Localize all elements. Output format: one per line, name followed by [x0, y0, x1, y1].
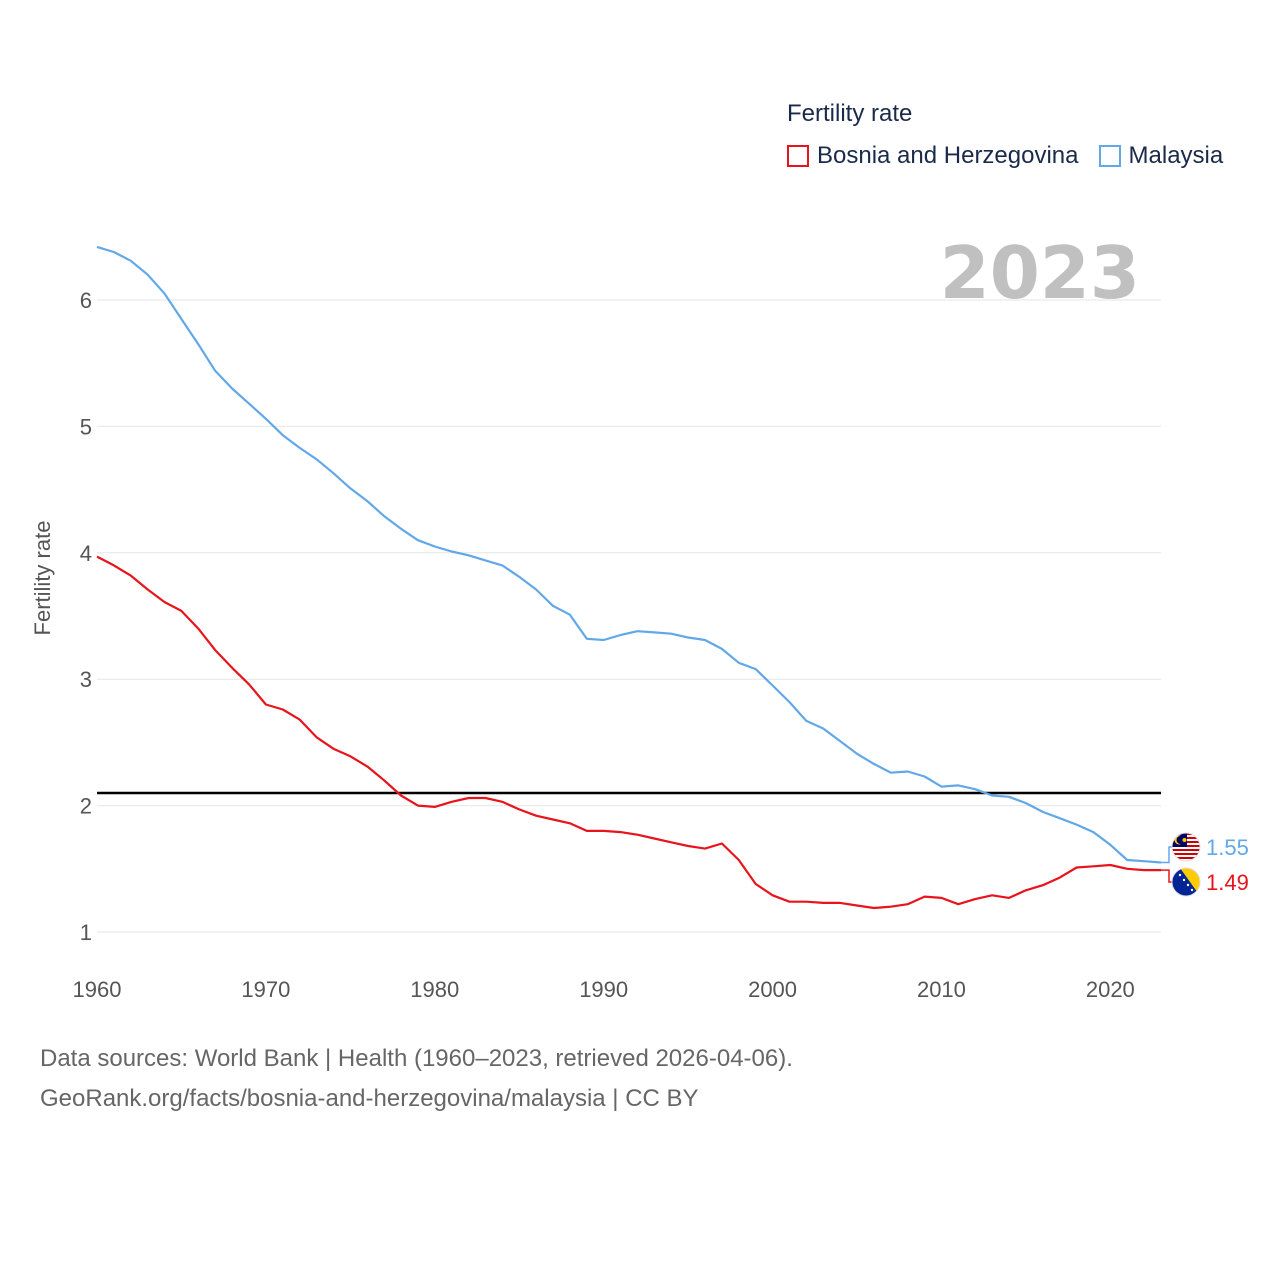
y-tick-2: 2	[80, 794, 92, 819]
y-axis-ticks: 1 2 3 4 5 6	[80, 288, 92, 945]
bosnia-flag-icon	[1171, 867, 1201, 897]
x-tick-2020: 2020	[1086, 977, 1135, 1002]
year-label: 2023	[940, 231, 1140, 315]
y-tick-5: 5	[80, 414, 92, 439]
end-connector-malaysia	[1161, 846, 1173, 864]
footer-credit[interactable]: GeoRank.org/facts/bosnia-and-herzegovina…	[40, 1085, 699, 1112]
end-label-bosnia: 1.49	[1206, 870, 1249, 895]
legend-label-malaysia: Malaysia	[1128, 142, 1224, 169]
y-tick-6: 6	[80, 288, 92, 313]
end-connector-bosnia	[1161, 869, 1173, 883]
legend-item-bosnia[interactable]: Bosnia and Herzegovina	[787, 142, 1079, 170]
gridlines	[97, 299, 1161, 933]
series-line-bosnia-and-herzegovina[interactable]	[96, 555, 1161, 910]
y-axis-label: Fertility rate	[30, 521, 55, 636]
series-lines	[96, 245, 1162, 910]
legend-title: Fertility rate	[787, 100, 913, 127]
legend-swatch-malaysia	[1098, 145, 1121, 167]
y-tick-4: 4	[80, 541, 92, 566]
y-tick-1: 1	[80, 920, 92, 945]
series-line-malaysia[interactable]	[96, 245, 1162, 864]
end-label-malaysia: 1.55	[1206, 835, 1249, 860]
x-tick-2000: 2000	[748, 977, 797, 1002]
y-tick-3: 3	[80, 667, 92, 692]
end-markers: 1.55 1.49	[1161, 832, 1249, 897]
x-axis-ticks: 1960 1970 1980 1990 2000 2010 2020	[73, 977, 1135, 1002]
x-tick-1990: 1990	[579, 977, 628, 1002]
legend-label-bosnia: Bosnia and Herzegovina	[817, 142, 1079, 169]
legend-swatch-bosnia	[787, 145, 809, 167]
legend: Bosnia and Herzegovina Malaysia	[787, 142, 1243, 170]
x-tick-1960: 1960	[73, 977, 122, 1002]
x-tick-1970: 1970	[241, 977, 290, 1002]
legend-item-malaysia[interactable]: Malaysia	[1098, 142, 1224, 170]
footer-sources: Data sources: World Bank | Health (1960–…	[40, 1045, 793, 1072]
x-tick-1980: 1980	[410, 977, 459, 1002]
malaysia-flag-icon	[1171, 832, 1201, 862]
x-tick-2010: 2010	[917, 977, 966, 1002]
